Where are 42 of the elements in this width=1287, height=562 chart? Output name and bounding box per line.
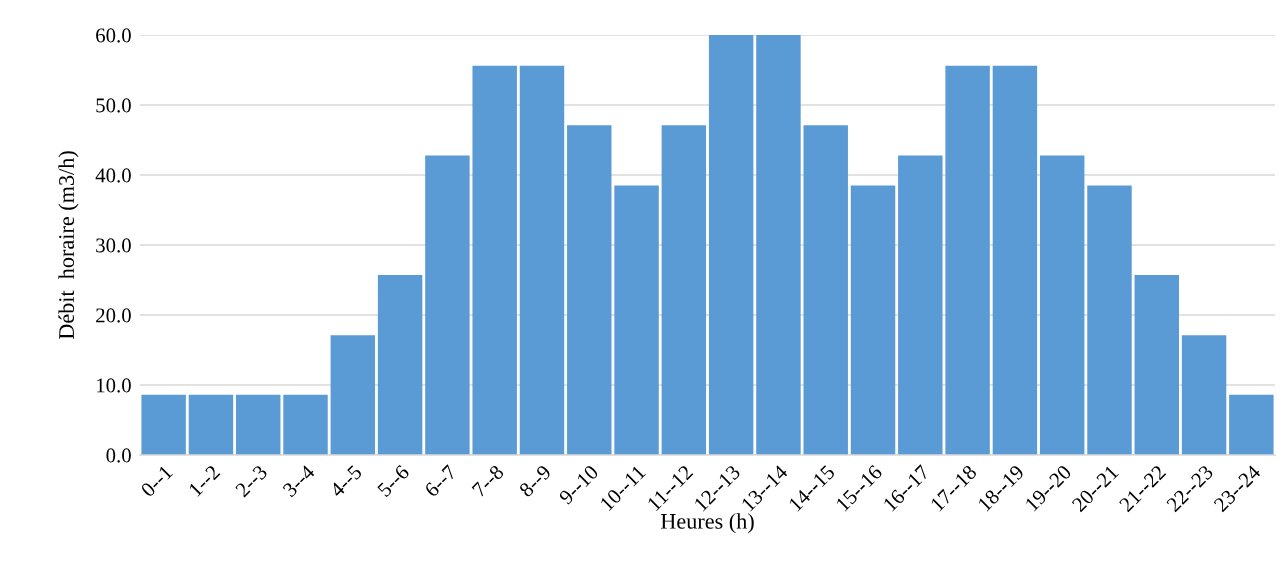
bar [992, 65, 1038, 455]
y-tick-label: 30.0 [96, 238, 131, 253]
bar [661, 125, 707, 455]
bar [236, 394, 281, 455]
x-axis-title: Heures (h) [660, 513, 754, 534]
bar [1087, 185, 1132, 455]
y-tick-label: 20.0 [96, 308, 131, 323]
x-tick-label: 0--1 [140, 464, 174, 498]
bar [188, 394, 234, 455]
bar [1039, 155, 1085, 455]
y-axis-title: Débit horaire (m3/h) [58, 151, 79, 340]
bar [1229, 394, 1274, 455]
bar [283, 394, 328, 455]
bar [330, 335, 376, 455]
bar [1134, 275, 1179, 455]
x-tick-label: 5--6 [376, 464, 411, 498]
x-tick-label: 7--8 [471, 464, 505, 498]
bar [708, 35, 754, 455]
bar [472, 65, 517, 455]
y-tick-label: 10.0 [97, 378, 131, 393]
x-tick-label: 1--2 [188, 464, 221, 497]
x-tick-label: 3--4 [282, 464, 316, 498]
x-tick-label: 6--7 [423, 464, 458, 498]
bar [614, 185, 659, 455]
bar [898, 155, 943, 455]
y-tick-label: 50.0 [96, 98, 131, 113]
bar [756, 35, 801, 455]
y-tick-label: 0.0 [106, 448, 131, 463]
x-tick-label: 2--3 [234, 464, 269, 498]
bar [377, 275, 423, 455]
y-tick-label: 60.0 [96, 28, 131, 43]
bar [850, 185, 896, 455]
bar [425, 155, 470, 455]
x-tick-label: 4--5 [329, 464, 363, 498]
bar [1181, 335, 1227, 455]
bar [567, 125, 612, 455]
bar [141, 394, 186, 455]
y-tick-label: 40.0 [95, 168, 131, 183]
x-tick-label: 8--9 [518, 464, 552, 498]
bar [519, 65, 565, 455]
bar [945, 65, 990, 455]
bar [803, 125, 848, 455]
